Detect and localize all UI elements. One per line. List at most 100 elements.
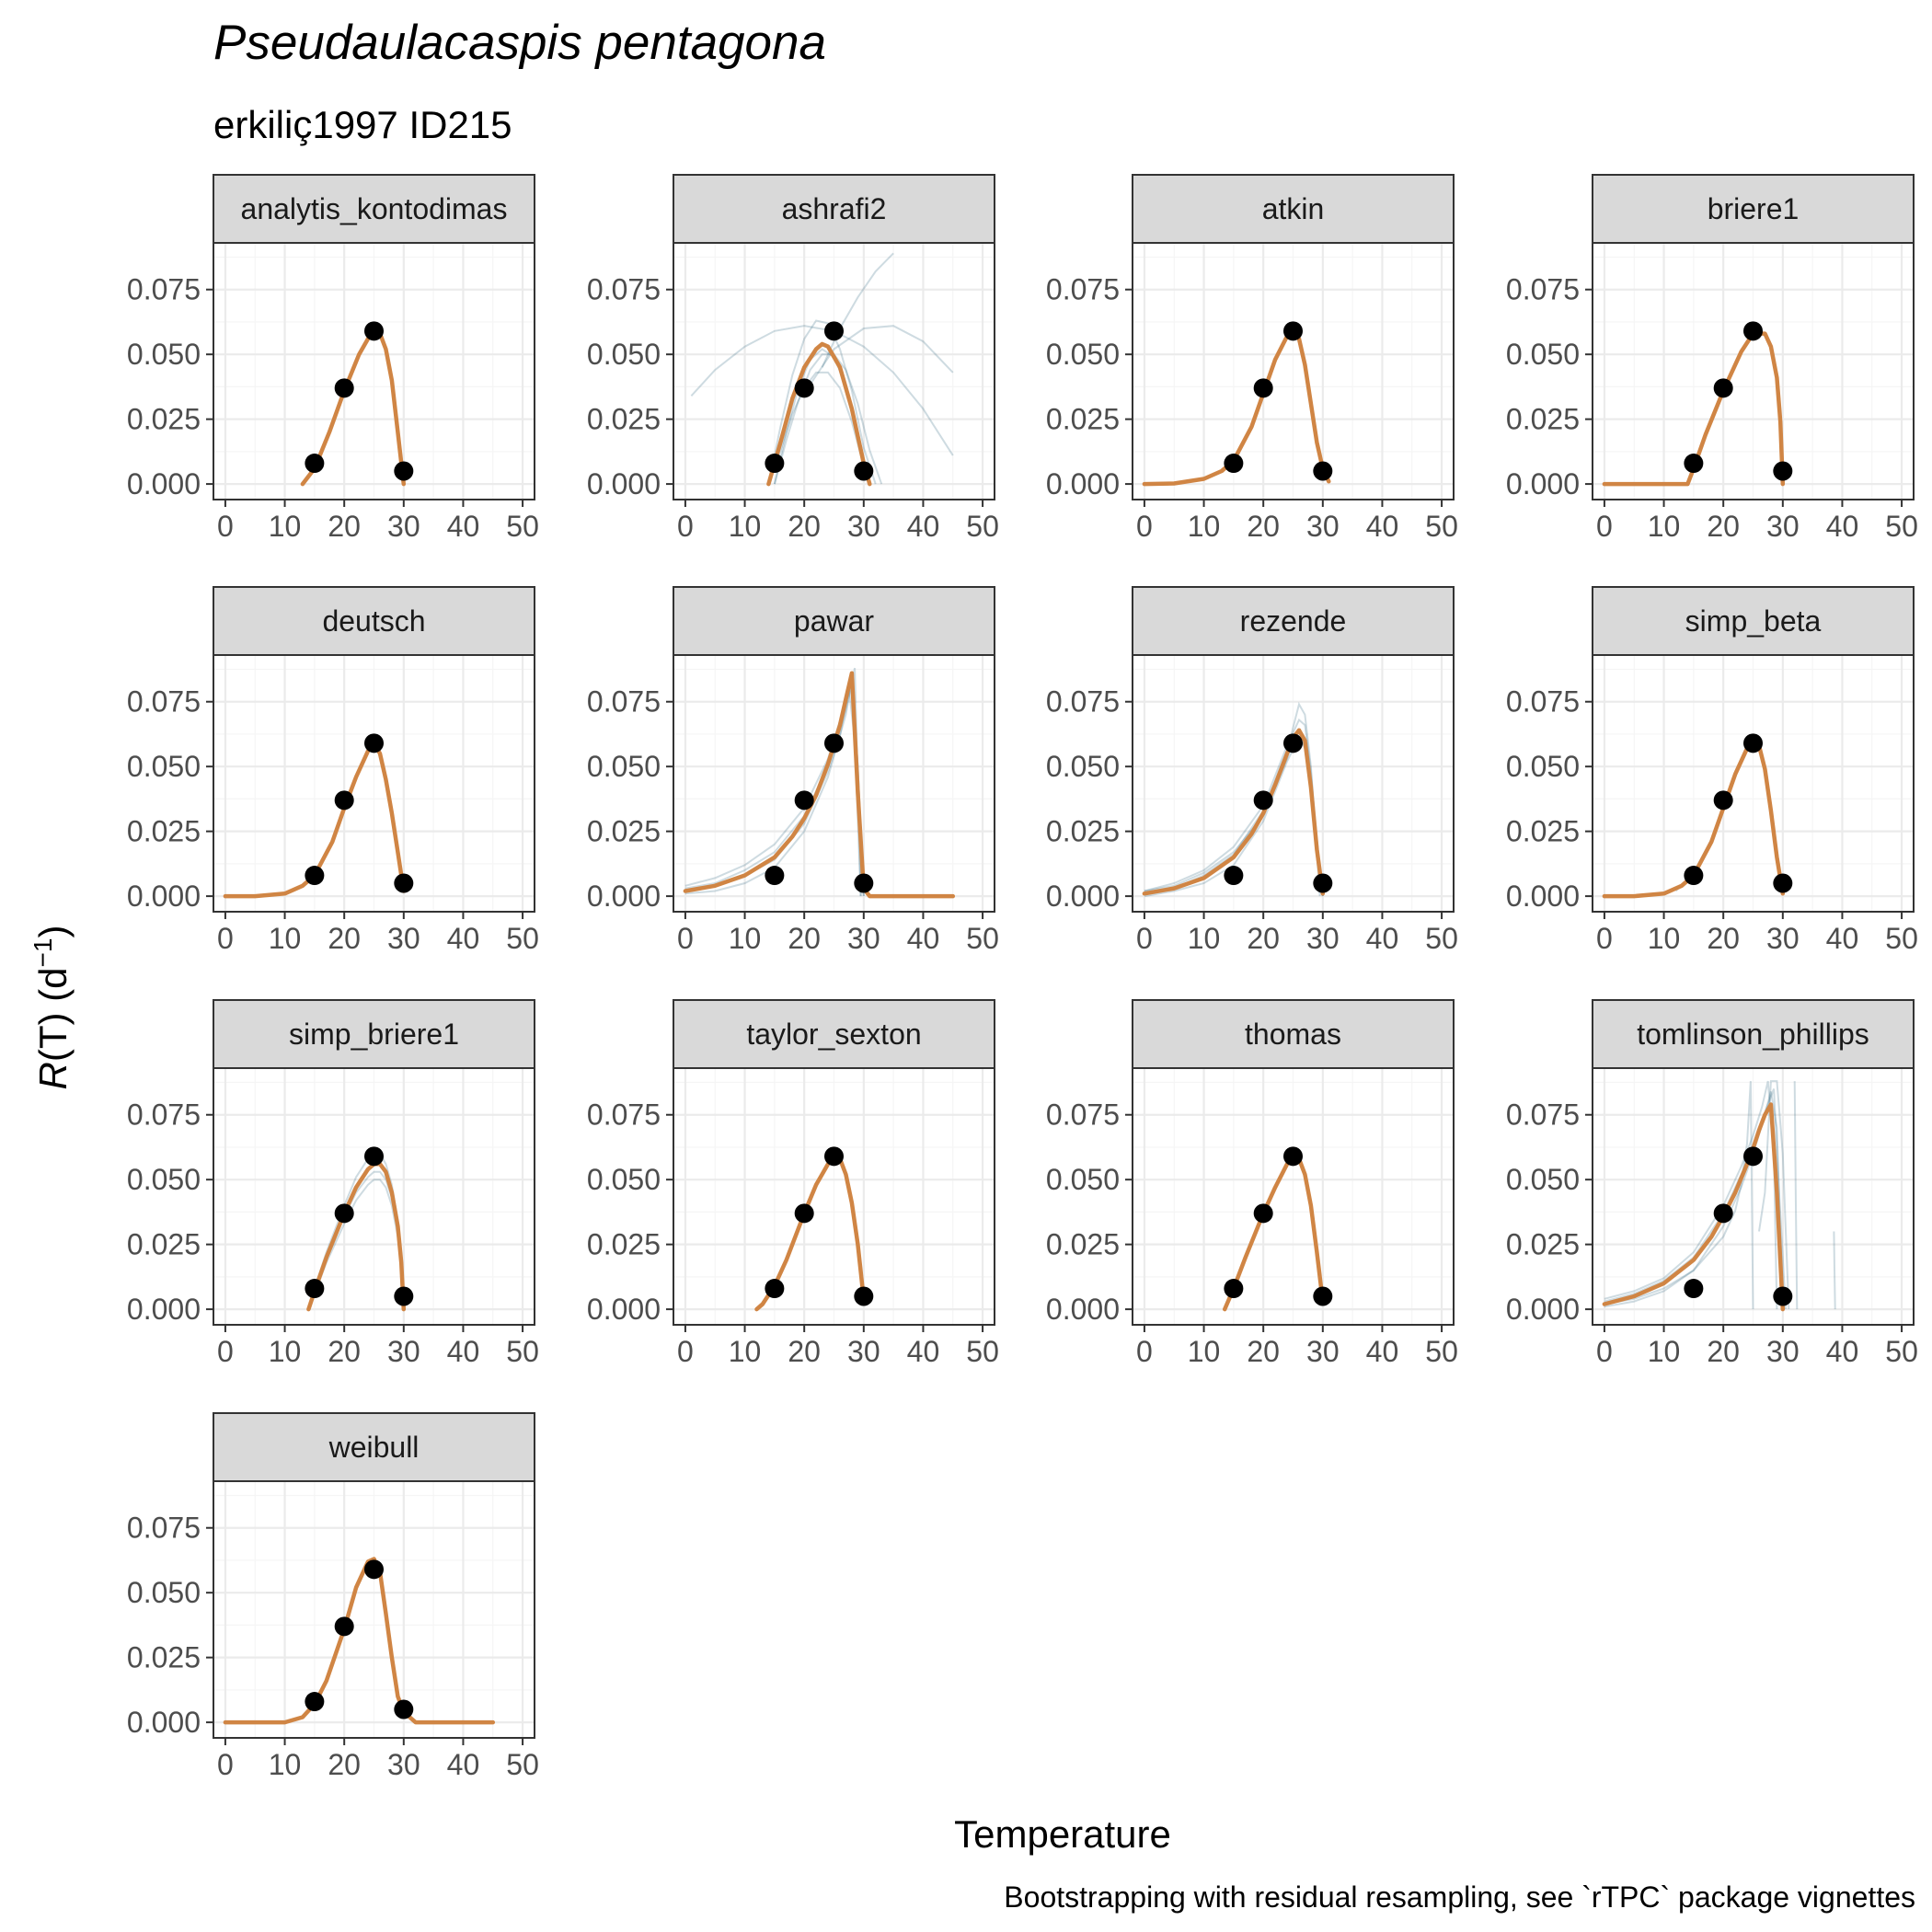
y-tick-label: 0.000	[587, 467, 661, 500]
x-tick-label: 0	[1136, 922, 1153, 955]
y-tick-label: 0.025	[1506, 815, 1580, 848]
x-tick-label: 40	[1366, 1335, 1399, 1368]
panel-atkin: atkin 0.000 0.025 0.050 0.075 0 10 20 30 40 50	[1046, 174, 1458, 543]
caption: Bootstrapping with residual resampling, …	[1004, 1880, 1915, 1914]
bootstrap-curve	[1793, 1081, 1799, 1310]
panel-simp-beta: simp_beta 0.000 0.025 0.050 0.075 0 10 20 30 40 50	[1506, 586, 1918, 955]
x-tick-label: 40	[907, 1335, 940, 1368]
x-tick-label: 0	[677, 1335, 694, 1368]
x-tick-label: 0	[217, 1335, 234, 1368]
y-axis-title-close: )	[31, 926, 75, 938]
x-tick-label: 50	[966, 1335, 999, 1368]
x-tick-label: 10	[729, 510, 762, 543]
y-tick-label: 0.025	[127, 815, 201, 848]
x-tick-label: 0	[217, 1748, 234, 1781]
y-tick-label: 0.025	[1046, 403, 1120, 436]
panel-border	[673, 654, 995, 913]
y-axis-title-sup: −1	[29, 938, 57, 968]
y-tick-label: 0.050	[1046, 750, 1120, 783]
x-tick-label: 20	[1707, 1335, 1740, 1368]
y-tick-label: 0.075	[1506, 1098, 1580, 1132]
panel-border	[673, 1067, 995, 1326]
x-tick-label: 50	[966, 510, 999, 543]
data-point	[334, 1203, 354, 1224]
x-tick-label: 0	[1136, 510, 1153, 543]
y-tick-label: 0.075	[587, 685, 661, 719]
fitted-curve	[223, 1557, 496, 1725]
x-tick-label: 30	[387, 922, 420, 955]
curves-layer	[683, 667, 956, 899]
x-tick-label: 40	[447, 1335, 480, 1368]
x-tick-label: 50	[1885, 510, 1918, 543]
data-point	[1743, 733, 1763, 753]
x-tick-label: 40	[1366, 510, 1399, 543]
x-tick-label: 50	[506, 510, 539, 543]
x-tick-label: 10	[1188, 922, 1221, 955]
panel-weibull: weibull 0.000 0.025 0.050 0.075 0 10 20 30 40 50	[127, 1412, 539, 1781]
panel-thomas: thomas 0.000 0.025 0.050 0.075 0 10 20 30 40 50	[1046, 999, 1458, 1368]
fitted-curve	[223, 741, 407, 899]
y-tick-label: 0.050	[587, 750, 661, 783]
x-tick-label: 20	[1247, 1335, 1280, 1368]
data-point	[1313, 1286, 1333, 1306]
data-point	[305, 866, 325, 886]
data-point	[334, 1616, 354, 1637]
y-tick-label: 0.025	[587, 815, 661, 848]
bootstrap-curve	[1604, 1091, 1784, 1310]
data-point	[1684, 1279, 1704, 1299]
y-tick-label: 0.050	[1506, 750, 1580, 783]
facet-strip-label: weibull	[328, 1431, 420, 1464]
facet-strip	[1592, 174, 1915, 244]
data-point	[1773, 873, 1793, 893]
facet-strip-label: analytis_kontodimas	[241, 192, 508, 225]
facet-strip-label: rezende	[1240, 604, 1347, 638]
data-point	[334, 790, 354, 811]
y-tick-label: 0.025	[1506, 403, 1580, 436]
data-point	[1713, 790, 1733, 811]
x-tick-label: 10	[1188, 1335, 1221, 1368]
chart-title: Pseudaulacaspis pentagona	[213, 16, 826, 70]
x-tick-label: 50	[1885, 1335, 1918, 1368]
y-tick-label: 0.025	[127, 1641, 201, 1674]
data-point	[824, 1146, 844, 1167]
x-tick-label: 20	[328, 922, 361, 955]
y-tick-label: 0.025	[587, 1228, 661, 1261]
y-axis-title-rest: (T) (d	[31, 967, 75, 1062]
y-tick-label: 0.050	[1506, 1163, 1580, 1196]
x-tick-label: 40	[447, 1748, 480, 1781]
panel-border	[1592, 654, 1915, 913]
data-point	[1713, 1203, 1733, 1224]
x-tick-label: 50	[506, 1748, 539, 1781]
panel-rezende: rezende 0.000 0.025 0.050 0.075 0 10 20 30 40 50	[1046, 586, 1458, 955]
y-tick-label: 0.025	[1506, 1228, 1580, 1261]
x-tick-label: 40	[1826, 922, 1859, 955]
panel-border	[1592, 1067, 1915, 1326]
x-tick-label: 40	[1826, 510, 1859, 543]
data-point	[305, 454, 325, 474]
curves-layer	[690, 252, 954, 487]
curves-layer	[1602, 1080, 1836, 1312]
data-point	[1684, 866, 1704, 886]
panel-border	[673, 242, 995, 500]
y-tick-label: 0.000	[1506, 880, 1580, 913]
x-tick-label: 20	[788, 1335, 821, 1368]
bootstrap-curve	[803, 325, 954, 395]
bootstrap-curve	[773, 353, 883, 485]
y-tick-label: 0.050	[127, 1163, 201, 1196]
data-point	[334, 378, 354, 398]
facet-strip-label: ashrafi2	[782, 192, 887, 225]
x-tick-label: 10	[269, 510, 302, 543]
x-tick-label: 20	[1247, 510, 1280, 543]
data-point	[765, 454, 785, 474]
panel-ashrafi2: ashrafi2 0.000 0.025 0.050 0.075 0 10 20 30 40 50	[587, 174, 999, 543]
x-tick-label: 30	[847, 510, 880, 543]
data-point	[1313, 873, 1333, 893]
y-tick-label: 0.000	[127, 467, 201, 500]
x-tick-label: 0	[1596, 510, 1613, 543]
data-point	[794, 1203, 814, 1224]
facet-strip	[1592, 999, 1915, 1069]
x-tick-label: 0	[1596, 1335, 1613, 1368]
x-tick-label: 20	[788, 922, 821, 955]
facet-strip-label: thomas	[1245, 1018, 1341, 1051]
y-axis-title-italic: R	[31, 1062, 75, 1089]
